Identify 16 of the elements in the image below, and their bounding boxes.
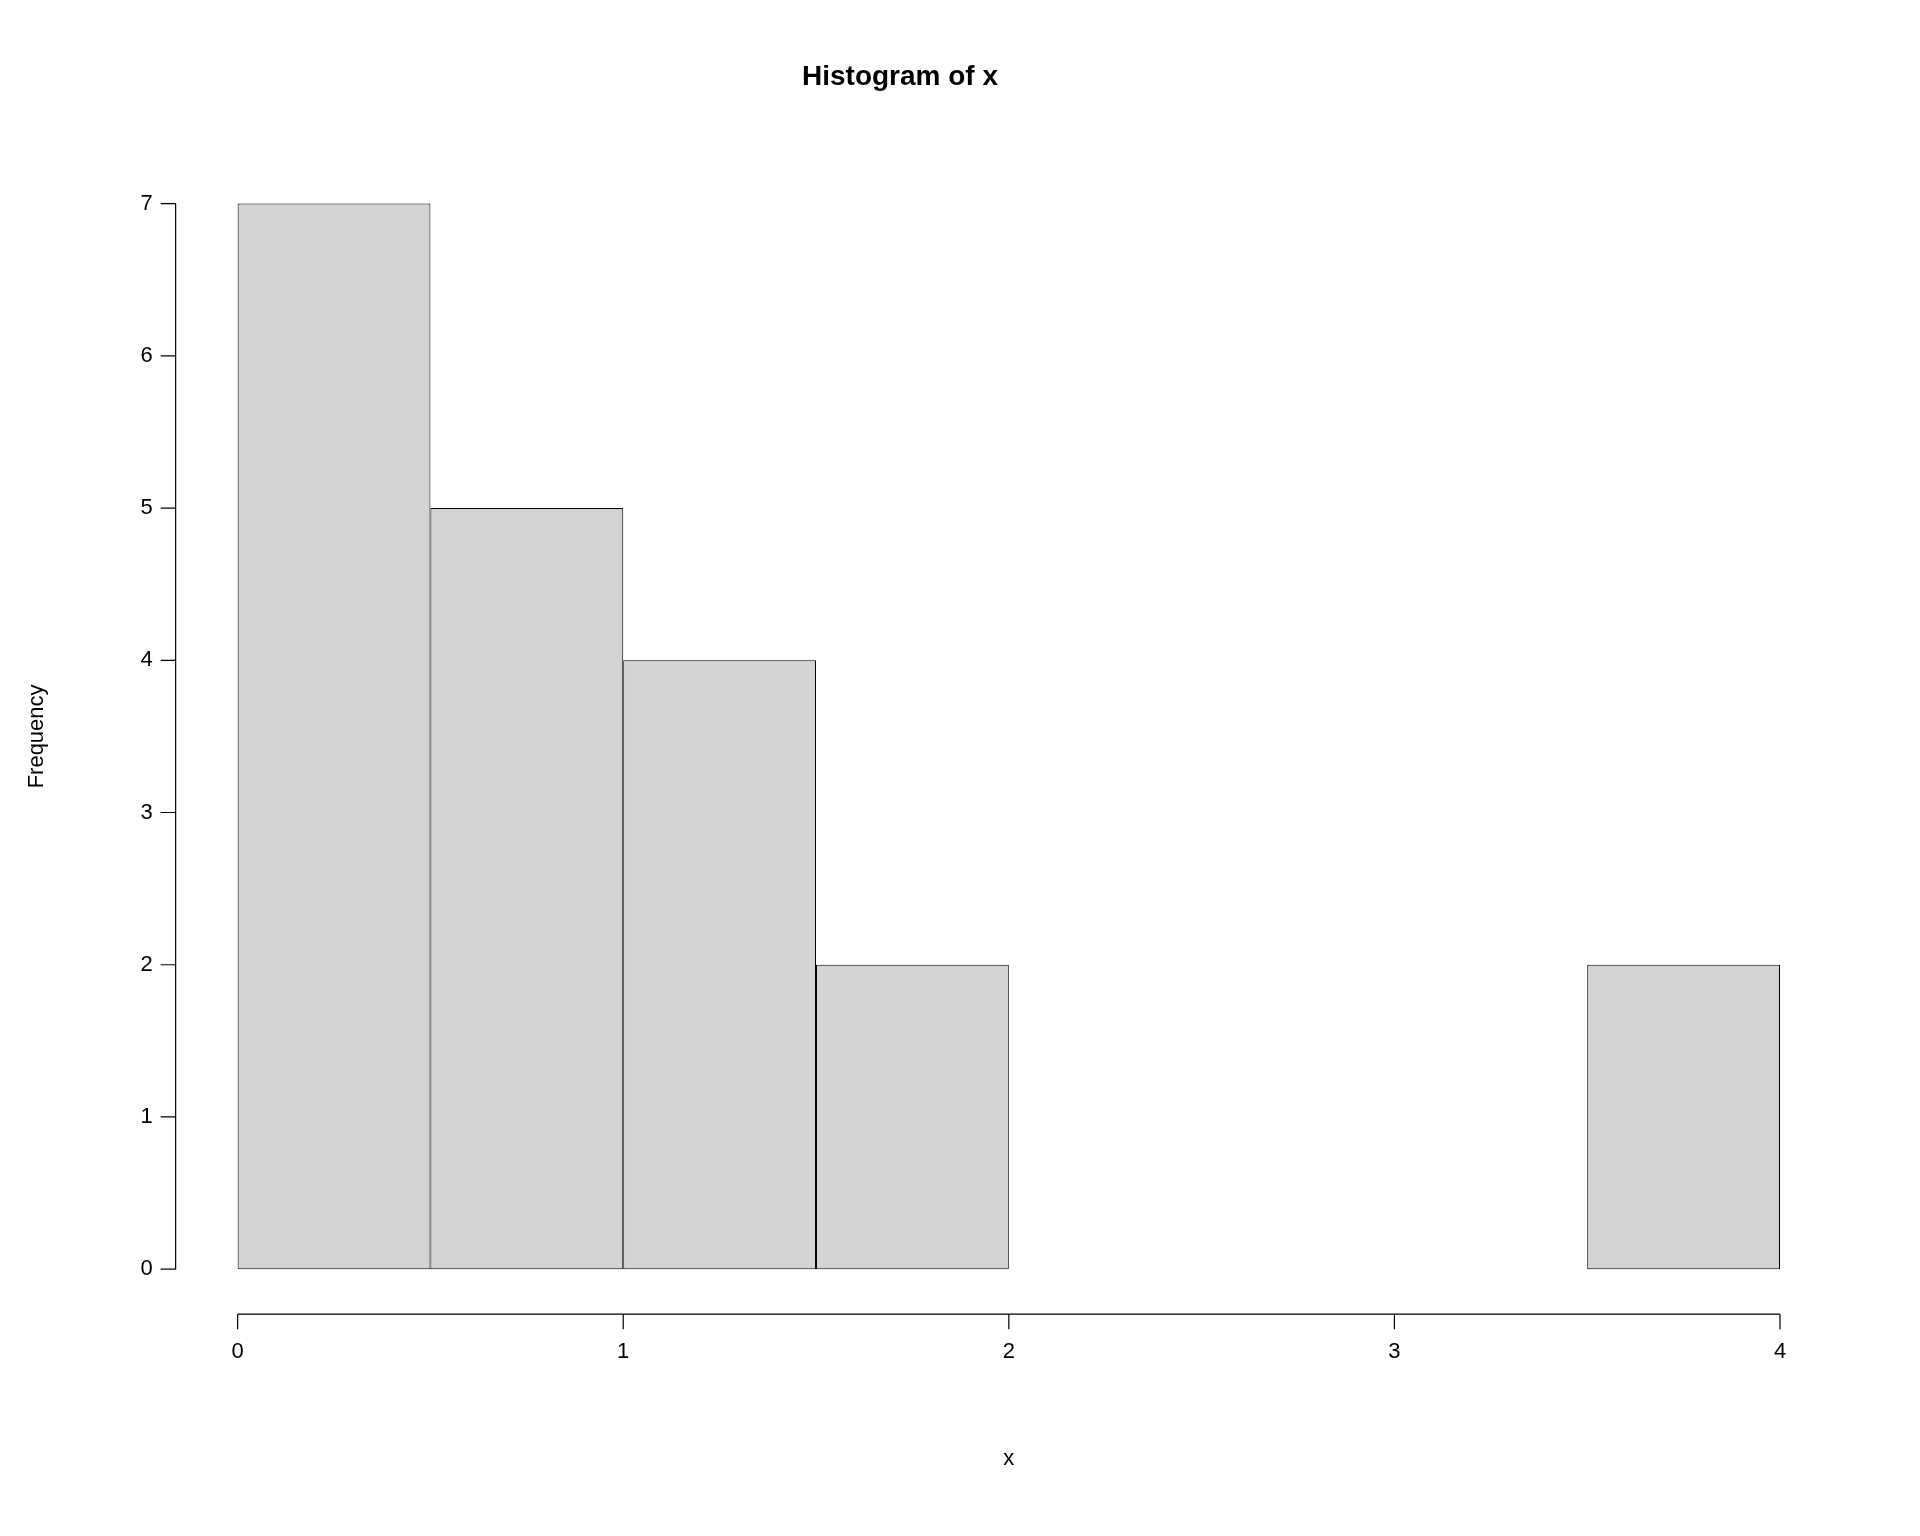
y-tick-label: 3 bbox=[140, 798, 153, 824]
x-tick-label: 0 bbox=[231, 1338, 244, 1364]
y-tick-label: 2 bbox=[140, 950, 153, 976]
y-tick-label: 6 bbox=[140, 341, 153, 367]
x-tick-label: 4 bbox=[1773, 1338, 1787, 1364]
chart-title: Histogram of x bbox=[801, 59, 999, 91]
x-axis-title: x bbox=[1003, 1444, 1015, 1470]
y-tick-label: 1 bbox=[140, 1103, 153, 1129]
y-tick-label: 7 bbox=[140, 189, 153, 215]
y-tick-label: 5 bbox=[140, 494, 153, 520]
y-axis-title: Frequency bbox=[23, 684, 49, 789]
y-tick-label: 0 bbox=[140, 1255, 153, 1281]
x-tick-label: 3 bbox=[1388, 1338, 1401, 1364]
x-tick-label: 2 bbox=[1002, 1338, 1015, 1364]
y-tick-label: 4 bbox=[140, 646, 153, 672]
x-tick-label: 1 bbox=[617, 1338, 630, 1364]
